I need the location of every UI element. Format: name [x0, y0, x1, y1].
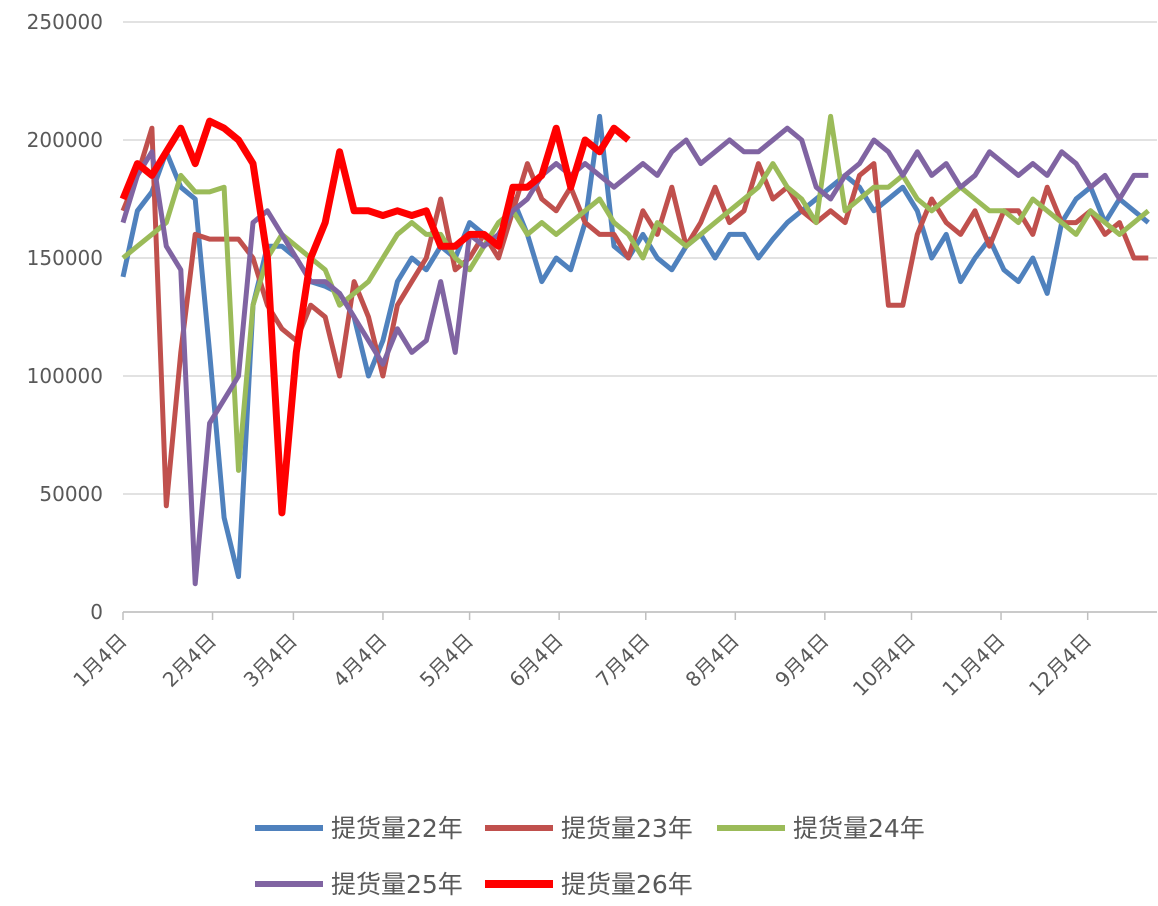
series-line [120, 125, 1149, 509]
series-line [120, 113, 1150, 580]
legend-label: 提货量23年 [561, 814, 693, 843]
legend-label: 提货量24年 [793, 814, 925, 843]
x-tick-label: 4月4日 [328, 629, 391, 692]
x-tick-label: 10月4日 [848, 629, 920, 701]
x-tick-label: 12月4日 [1024, 629, 1096, 701]
y-tick-label: 100000 [27, 364, 103, 388]
y-tick-label: 0 [90, 600, 103, 624]
legend-label: 提货量26年 [561, 870, 693, 899]
x-tick-label: 7月4日 [591, 629, 654, 692]
series-line [119, 117, 631, 517]
x-tick-label: 8月4日 [681, 629, 744, 692]
y-tick-label: 150000 [27, 246, 103, 270]
x-tick-label: 3月4日 [239, 629, 302, 692]
legend-label: 提货量25年 [331, 870, 463, 899]
series-line [120, 125, 1149, 587]
x-tick-label: 5月4日 [415, 629, 478, 692]
x-tick-label: 9月4日 [770, 629, 833, 692]
x-tick-label: 1月4日 [68, 629, 131, 692]
legend-label: 提货量22年 [331, 814, 463, 843]
y-tick-label: 250000 [27, 10, 103, 34]
x-tick-label: 11月4日 [937, 629, 1009, 701]
y-tick-label: 200000 [27, 128, 103, 152]
x-tick-label: 6月4日 [504, 629, 567, 692]
series-line [121, 113, 1150, 473]
x-tick-label: 2月4日 [158, 629, 221, 692]
y-tick-label: 50000 [39, 482, 103, 506]
